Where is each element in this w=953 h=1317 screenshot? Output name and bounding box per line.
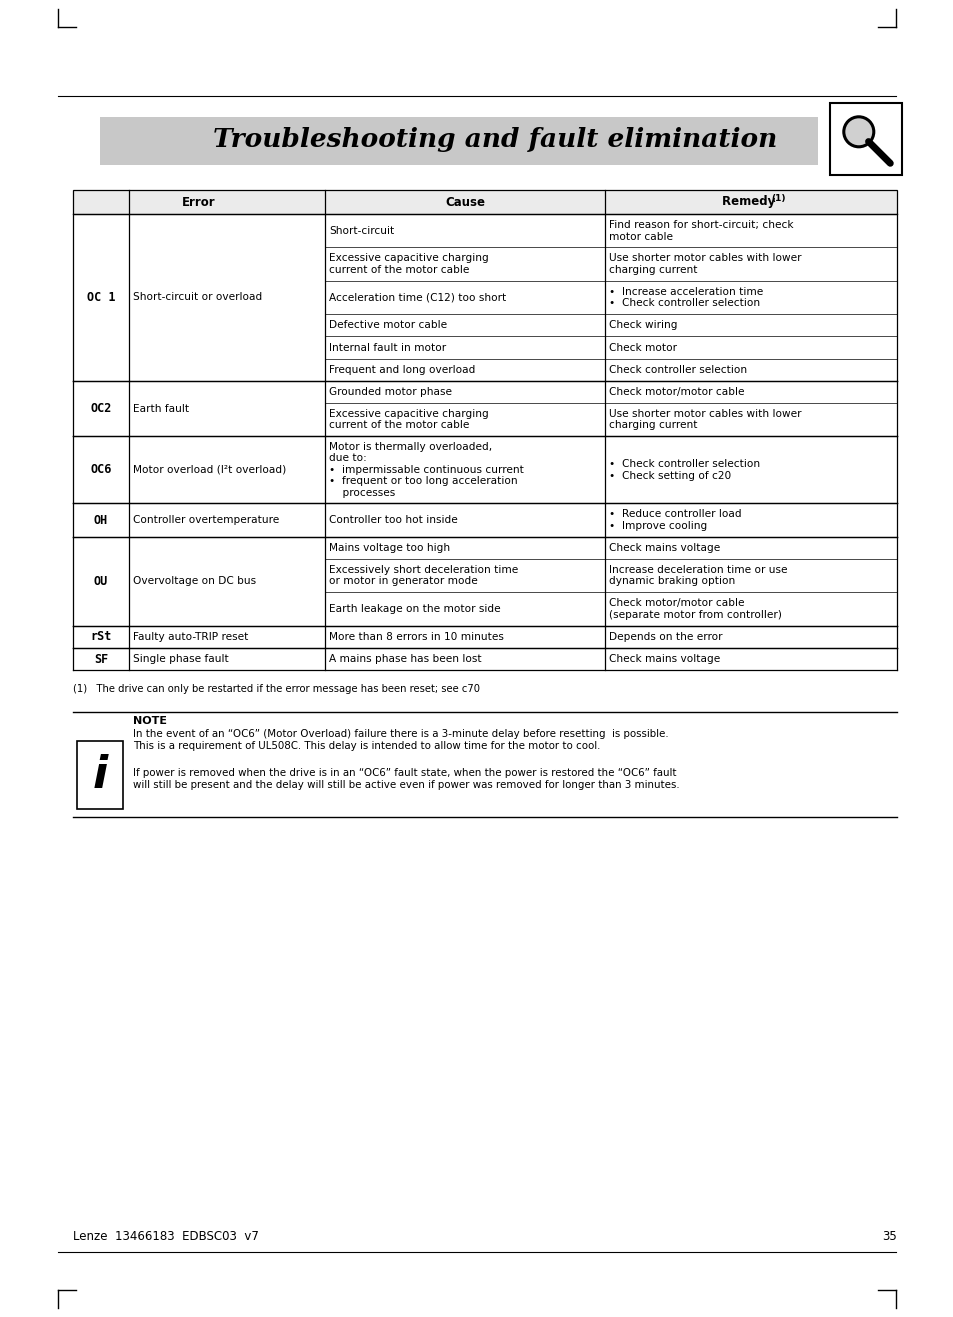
Text: Controller overtemperature: Controller overtemperature xyxy=(132,515,279,525)
Text: Error: Error xyxy=(182,195,215,208)
Text: Depends on the error: Depends on the error xyxy=(608,632,721,641)
Text: Overvoltage on DC bus: Overvoltage on DC bus xyxy=(132,577,255,586)
Text: Check wiring: Check wiring xyxy=(608,320,677,331)
Text: OH: OH xyxy=(93,514,108,527)
Text: Defective motor cable: Defective motor cable xyxy=(329,320,447,331)
Text: Earth leakage on the motor side: Earth leakage on the motor side xyxy=(329,605,500,614)
Text: Faulty auto-TRIP reset: Faulty auto-TRIP reset xyxy=(132,632,248,641)
FancyBboxPatch shape xyxy=(77,741,123,809)
Text: Remedy: Remedy xyxy=(721,195,779,208)
Text: NOTE: NOTE xyxy=(132,716,167,726)
Text: OC 1: OC 1 xyxy=(87,291,115,304)
Text: Troubleshooting and fault elimination: Troubleshooting and fault elimination xyxy=(213,128,776,153)
Text: Frequent and long overload: Frequent and long overload xyxy=(329,365,475,375)
Text: Internal fault in motor: Internal fault in motor xyxy=(329,342,446,353)
Text: Use shorter motor cables with lower
charging current: Use shorter motor cables with lower char… xyxy=(608,253,801,275)
Text: Find reason for short-circuit; check
motor cable: Find reason for short-circuit; check mot… xyxy=(608,220,793,241)
Text: i: i xyxy=(92,753,108,797)
Text: In the event of an “OC6” (Motor Overload) failure there is a 3-minute delay befo: In the event of an “OC6” (Motor Overload… xyxy=(132,730,668,751)
Text: OC2: OC2 xyxy=(91,402,112,415)
Text: SF: SF xyxy=(93,653,108,665)
Text: rSt: rSt xyxy=(91,631,112,644)
Text: If power is removed when the drive is in an “OC6” fault state, when the power is: If power is removed when the drive is in… xyxy=(132,768,679,790)
Text: (1): (1) xyxy=(771,194,785,203)
Text: Cause: Cause xyxy=(444,195,484,208)
Text: Lenze  13466183  EDBSC03  v7: Lenze 13466183 EDBSC03 v7 xyxy=(73,1230,258,1243)
Text: Check motor/motor cable
(separate motor from controller): Check motor/motor cable (separate motor … xyxy=(608,598,781,620)
Text: Check motor/motor cable: Check motor/motor cable xyxy=(608,387,743,396)
Text: Short-circuit or overload: Short-circuit or overload xyxy=(132,292,262,303)
Text: Earth fault: Earth fault xyxy=(132,403,189,414)
Text: Check controller selection: Check controller selection xyxy=(608,365,746,375)
Text: Acceleration time (C12) too short: Acceleration time (C12) too short xyxy=(329,292,506,303)
Text: Motor is thermally overloaded,
due to:
•  impermissable continuous current
•  fr: Motor is thermally overloaded, due to: •… xyxy=(329,441,523,498)
FancyBboxPatch shape xyxy=(73,190,896,213)
Text: Grounded motor phase: Grounded motor phase xyxy=(329,387,452,396)
Text: OC6: OC6 xyxy=(91,464,112,477)
FancyBboxPatch shape xyxy=(829,103,901,175)
Text: 35: 35 xyxy=(882,1230,896,1243)
Text: Controller too hot inside: Controller too hot inside xyxy=(329,515,457,525)
Text: •  Increase acceleration time
•  Check controller selection: • Increase acceleration time • Check con… xyxy=(608,287,762,308)
Text: (1)   The drive can only be restarted if the error message has been reset; see c: (1) The drive can only be restarted if t… xyxy=(73,685,479,694)
FancyBboxPatch shape xyxy=(100,117,817,165)
Text: More than 8 errors in 10 minutes: More than 8 errors in 10 minutes xyxy=(329,632,503,641)
Circle shape xyxy=(842,117,873,146)
Text: Check motor: Check motor xyxy=(608,342,677,353)
Text: Use shorter motor cables with lower
charging current: Use shorter motor cables with lower char… xyxy=(608,408,801,431)
Text: A mains phase has been lost: A mains phase has been lost xyxy=(329,655,481,664)
Text: Excessive capacitive charging
current of the motor cable: Excessive capacitive charging current of… xyxy=(329,408,488,431)
Text: Short-circuit: Short-circuit xyxy=(329,225,394,236)
Text: •  Check controller selection
•  Check setting of c20: • Check controller selection • Check set… xyxy=(608,460,760,481)
Text: Mains voltage too high: Mains voltage too high xyxy=(329,543,450,553)
Text: Check mains voltage: Check mains voltage xyxy=(608,655,720,664)
Text: Increase deceleration time or use
dynamic braking option: Increase deceleration time or use dynami… xyxy=(608,565,786,586)
Text: Check mains voltage: Check mains voltage xyxy=(608,543,720,553)
Text: Excessively short deceleration time
or motor in generator mode: Excessively short deceleration time or m… xyxy=(329,565,517,586)
Text: Single phase fault: Single phase fault xyxy=(132,655,229,664)
Text: Excessive capacitive charging
current of the motor cable: Excessive capacitive charging current of… xyxy=(329,253,488,275)
Text: •  Reduce controller load
•  Improve cooling: • Reduce controller load • Improve cooli… xyxy=(608,510,740,531)
Text: OU: OU xyxy=(93,574,108,587)
Text: Motor overload (I²t overload): Motor overload (I²t overload) xyxy=(132,465,286,475)
